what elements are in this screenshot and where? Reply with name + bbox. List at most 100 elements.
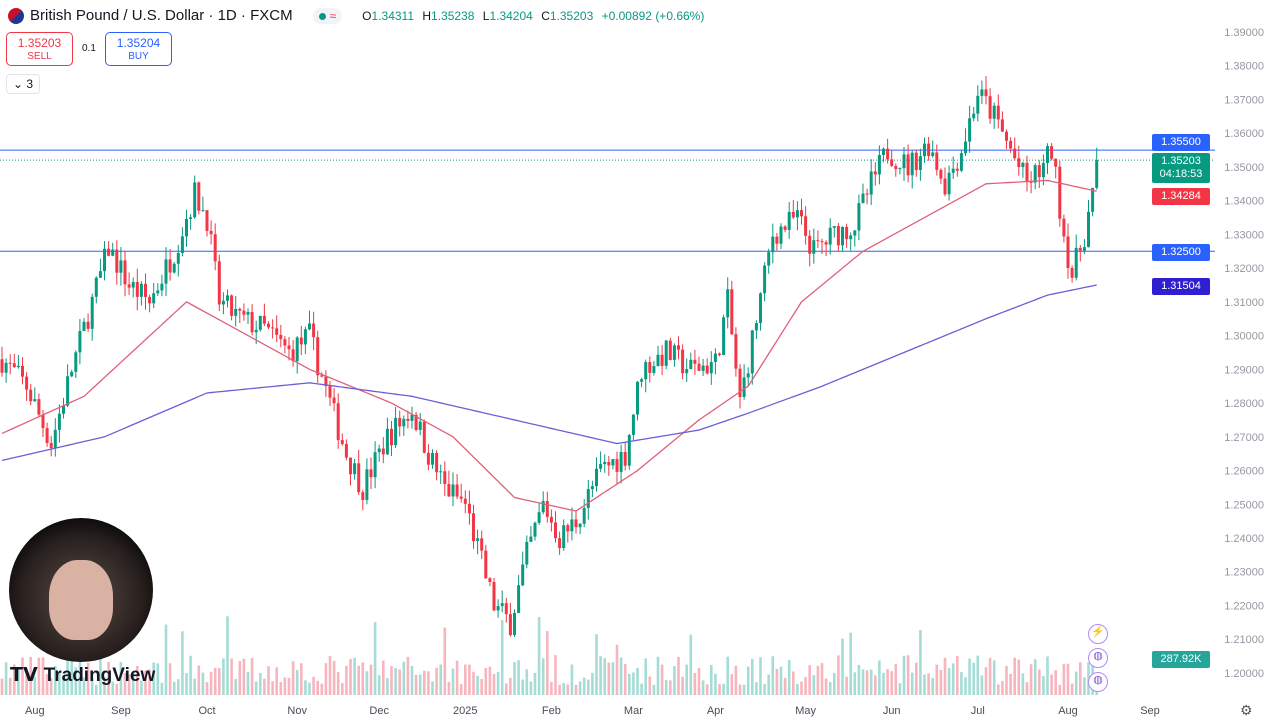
candle-body <box>107 248 111 256</box>
volume-bar <box>861 669 865 695</box>
candle-body <box>431 452 434 465</box>
volume-bar <box>800 681 803 695</box>
candle-body <box>353 463 357 475</box>
volume-bar <box>164 624 168 695</box>
candle-body <box>418 421 422 430</box>
candle-body <box>349 457 352 475</box>
volume-bar <box>295 669 299 695</box>
volume-bar <box>656 656 660 695</box>
volume-bar <box>500 620 504 695</box>
volume-profile-icons: ⚡ ◍ ◍ <box>1088 624 1108 696</box>
buy-button[interactable]: 1.35204 BUY <box>105 32 172 66</box>
candle-body <box>295 337 299 362</box>
volume-bar <box>209 671 213 695</box>
volume-bar <box>4 662 8 695</box>
candle-body <box>869 171 873 195</box>
candle-body <box>37 399 41 415</box>
candle-body <box>1050 146 1054 159</box>
volume-bar <box>951 663 955 695</box>
symbol-title[interactable]: British Pound / U.S. Dollar · 1D · FXCM <box>30 7 293 24</box>
volume-bar <box>792 671 795 695</box>
y-tick-label: 1.30000 <box>1224 331 1264 343</box>
candle-body <box>1087 211 1090 248</box>
candle-body <box>693 359 697 364</box>
volume-bar <box>230 658 233 695</box>
volume-bar <box>254 681 258 695</box>
candle-body <box>750 330 754 374</box>
candle-body <box>992 105 996 119</box>
x-tick-label: Mar <box>624 705 643 717</box>
market-status[interactable]: ≈ <box>312 7 343 24</box>
volume-bar <box>693 672 697 695</box>
volume-bar <box>242 658 246 695</box>
volume-bar <box>1038 669 1041 695</box>
change-value: +0.00892 (+0.66%) <box>601 8 705 23</box>
volume-bar <box>300 663 303 695</box>
volume-bar <box>468 664 471 695</box>
volume-bar <box>423 670 426 695</box>
candle-body <box>504 603 508 615</box>
volume-bar <box>435 667 438 695</box>
volume-bar <box>558 684 561 695</box>
candle-body <box>53 429 57 449</box>
volume-bar <box>402 661 406 695</box>
volume-bar <box>763 683 766 695</box>
candle-body <box>726 289 730 318</box>
candle-body <box>308 323 311 330</box>
candle-body <box>340 440 344 445</box>
volume-bar <box>328 656 332 695</box>
volume-bar <box>976 655 980 695</box>
candle-body <box>152 293 156 304</box>
volume-bar <box>804 677 807 695</box>
volume-bar <box>394 668 397 695</box>
volume-bar <box>697 668 701 695</box>
sell-button[interactable]: 1.35203 SELL <box>6 32 73 66</box>
candle-body <box>783 226 787 230</box>
settings-gear-icon[interactable]: ⚙ <box>1240 702 1253 718</box>
candle-body <box>713 353 717 363</box>
candle-body <box>763 265 767 294</box>
volume-bar <box>751 658 754 695</box>
ma50-tag: 1.34284 <box>1152 188 1210 205</box>
volume-bar <box>960 671 963 695</box>
candle-body <box>984 89 988 97</box>
candle-body <box>74 352 78 372</box>
volume-bar <box>550 681 553 695</box>
globe-flag-icon[interactable]: ◍ <box>1088 648 1108 668</box>
volume-bar <box>980 675 984 695</box>
candle-body <box>1095 160 1099 188</box>
volume-bar <box>734 665 738 695</box>
candle-body <box>226 295 229 301</box>
candle-body <box>29 389 33 402</box>
candle-body <box>947 172 951 195</box>
volume-bar <box>915 662 918 695</box>
ma50-line <box>1 179 1097 512</box>
volume-bar <box>361 662 365 695</box>
candle-body <box>828 227 832 245</box>
candle-body <box>443 471 447 485</box>
candle-body <box>328 386 332 398</box>
volume-bar <box>267 666 270 695</box>
volume-bar <box>37 657 41 695</box>
candle-body <box>1074 247 1078 278</box>
x-tick-label: Aug <box>25 705 45 717</box>
lightning-icon[interactable]: ⚡ <box>1088 624 1108 644</box>
candle-body <box>525 541 529 565</box>
volume-bar <box>45 674 49 695</box>
candle-body <box>267 323 270 328</box>
candle-body <box>435 452 439 473</box>
volume-bar <box>189 655 192 695</box>
candle-body <box>488 578 492 582</box>
volume-bar <box>21 657 24 695</box>
us-flag-icon[interactable]: ◍ <box>1088 672 1108 692</box>
indicators-toggle[interactable]: ⌄ 3 <box>6 74 41 94</box>
candle-body <box>541 501 545 513</box>
volume-bar <box>336 672 340 695</box>
candle-body <box>513 612 516 636</box>
candle-body <box>336 403 340 441</box>
volume-bar <box>181 631 184 695</box>
y-tick-label: 1.21000 <box>1224 634 1264 646</box>
volume-bar <box>517 660 520 695</box>
volume-bar <box>537 617 541 695</box>
